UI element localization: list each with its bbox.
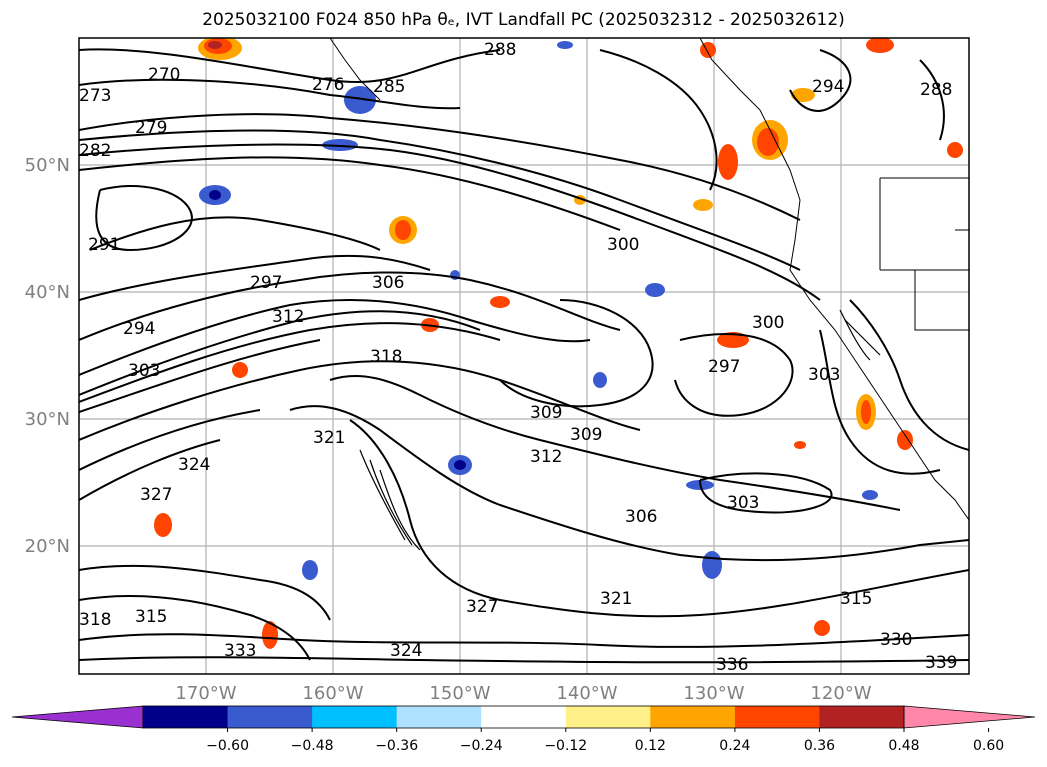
colorbar: −0.60 −0.48 −0.36 −0.24 −0.12 0.12 0.24 0.36 0.4… xyxy=(11,705,1036,754)
ivt-positive-shading xyxy=(154,38,963,649)
colorbar-swatch xyxy=(312,706,398,728)
lat-label: 50°N xyxy=(25,155,70,176)
map-title: 2025032100 F024 850 hPa θₑ, IVT Landfall… xyxy=(202,10,845,30)
contour-label: 288 xyxy=(920,80,952,100)
coastlines xyxy=(329,38,969,521)
lon-label: 170°W xyxy=(175,683,236,704)
colorbar-tick-label: 0.36 xyxy=(804,738,835,754)
contour-label: 294 xyxy=(123,319,155,339)
ivt-negative-shading xyxy=(199,41,878,580)
colorbar-extend-low xyxy=(11,705,144,729)
contour-label: 306 xyxy=(372,273,404,293)
map-frame xyxy=(78,37,970,675)
contour-label: 291 xyxy=(88,235,120,255)
contour-label: 315 xyxy=(135,607,167,627)
contour-label: 300 xyxy=(607,235,639,255)
colorbar-swatch xyxy=(565,706,651,728)
colorbar-frame xyxy=(142,705,905,729)
contour-label: 327 xyxy=(140,485,172,505)
contour-label: 312 xyxy=(530,447,562,467)
longitude-labels: 170°W 160°W 150°W 140°W 130°W 120°W xyxy=(175,683,871,704)
coastal-contours xyxy=(359,309,881,551)
colorbar-swatch xyxy=(650,706,736,728)
contour-label: 327 xyxy=(466,597,498,617)
contour-label: 330 xyxy=(880,630,912,650)
contour-label: 309 xyxy=(530,403,562,423)
lon-label: 130°W xyxy=(683,683,744,704)
colorbar-swatch xyxy=(143,706,229,728)
contour-label: 324 xyxy=(178,455,210,475)
lat-label: 20°N xyxy=(25,536,70,557)
contour-label: 300 xyxy=(752,313,784,333)
contour-label: 309 xyxy=(570,425,602,445)
map-layers xyxy=(79,38,969,674)
colorbar-tick-label: −0.60 xyxy=(206,738,249,754)
lon-label: 140°W xyxy=(556,683,617,704)
contour-labels: 270 279 273 282 291 294 297 303 306 312 … xyxy=(79,40,957,675)
contour-label: 273 xyxy=(79,86,111,106)
contour-label: 297 xyxy=(250,273,282,293)
contour-label: 279 xyxy=(135,118,167,138)
contour-label: 324 xyxy=(390,641,422,661)
contour-label: 303 xyxy=(727,493,759,513)
colorbar-tick-label: −0.24 xyxy=(460,738,503,754)
contour-label: 303 xyxy=(808,365,840,385)
colorbar-tick-label: −0.48 xyxy=(291,738,334,754)
contour-label: 297 xyxy=(708,357,740,377)
colorbar-tick-label: 0.24 xyxy=(719,738,750,754)
colorbar-tick-label: 0.60 xyxy=(973,738,1004,754)
colorbar-extend-high xyxy=(903,705,1036,729)
contour-label: 306 xyxy=(625,507,657,527)
lon-label: 120°W xyxy=(810,683,871,704)
colorbar-tick-label: 0.48 xyxy=(888,738,919,754)
colorbar-tick-label: 0.12 xyxy=(635,738,666,754)
colorbar-swatch xyxy=(734,706,820,728)
contour-label: 318 xyxy=(370,347,402,367)
contour-label: 321 xyxy=(600,589,632,609)
theta-e-contours xyxy=(79,48,969,664)
lat-label: 30°N xyxy=(25,409,70,430)
contour-label: 270 xyxy=(148,65,180,85)
contour-label: 318 xyxy=(79,610,111,630)
contour-label: 285 xyxy=(373,77,405,97)
colorbar-swatch xyxy=(819,706,905,728)
colorbar-tick-label: −0.12 xyxy=(544,738,587,754)
contour-label: 339 xyxy=(925,653,957,673)
contour-label: 303 xyxy=(128,361,160,381)
contour-label: 288 xyxy=(484,40,516,60)
contour-label: 294 xyxy=(812,77,844,97)
colorbar-swatch xyxy=(396,706,482,728)
contour-label: 315 xyxy=(840,589,872,609)
contour-label: 336 xyxy=(716,655,748,675)
colorbar-tick-label: −0.36 xyxy=(375,738,418,754)
contour-label: 312 xyxy=(272,307,304,327)
contour-label: 276 xyxy=(312,75,344,95)
colorbar-swatch xyxy=(227,706,313,728)
lon-label: 150°W xyxy=(429,683,490,704)
contour-label: 321 xyxy=(313,428,345,448)
lat-label: 40°N xyxy=(25,282,70,303)
latitude-labels: 50°N 40°N 30°N 20°N xyxy=(25,155,70,557)
lon-label: 160°W xyxy=(302,683,363,704)
contour-label: 282 xyxy=(79,141,111,161)
map-background xyxy=(79,38,969,674)
colorbar-swatch xyxy=(481,706,567,728)
contour-label: 333 xyxy=(224,641,256,661)
